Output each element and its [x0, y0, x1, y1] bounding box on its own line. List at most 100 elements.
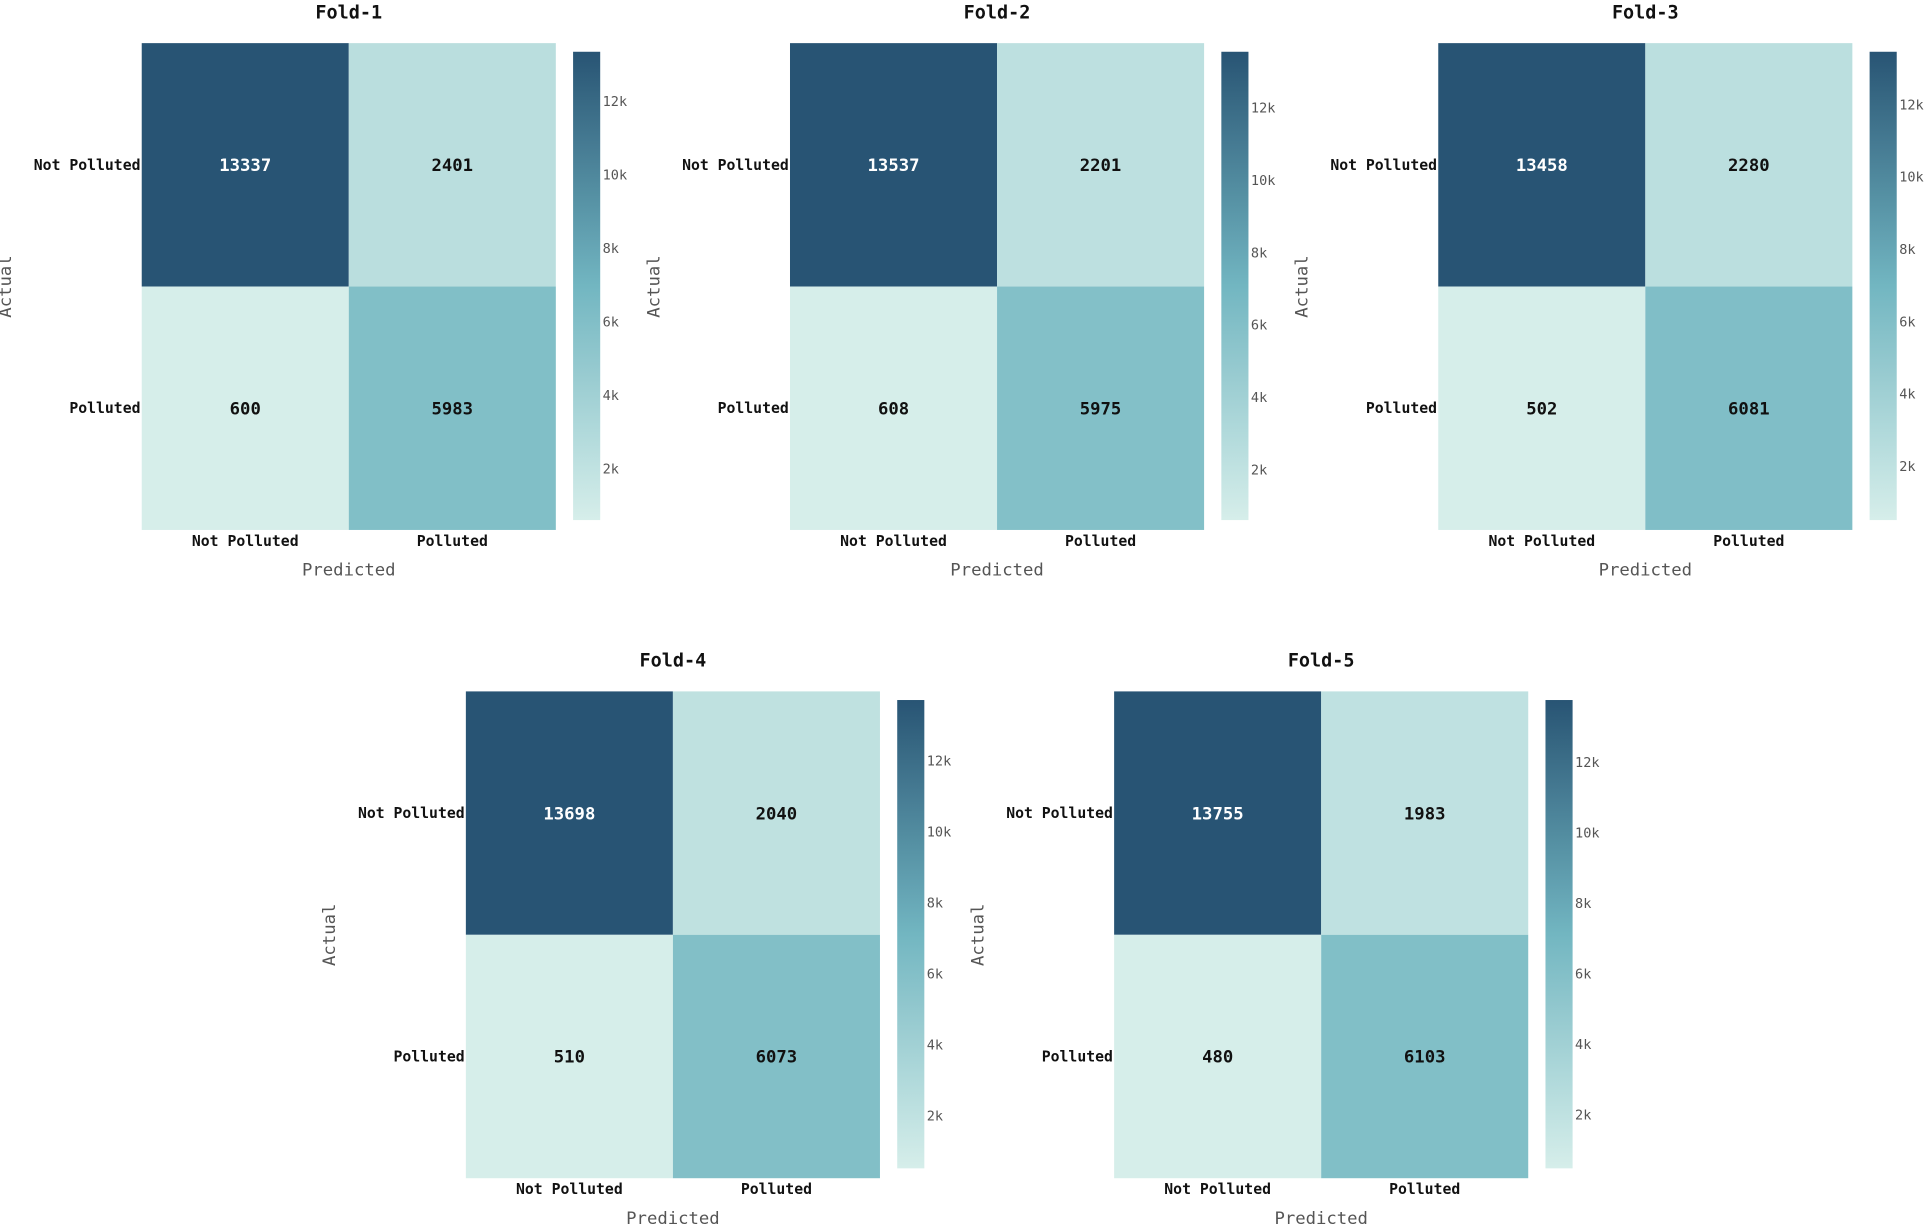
colorbar-tick-label: 10k [603, 167, 627, 183]
x-axis-label: Predicted [1274, 1209, 1367, 1226]
cell-value-label: 6081 [1728, 399, 1770, 419]
heatmap-cell [997, 286, 1205, 530]
heatmap-cell [141, 43, 349, 287]
y-tick-label: Not Polluted [34, 157, 141, 174]
heatmap-cell [672, 691, 880, 935]
colorbar-tick-label: 4k [1899, 387, 1915, 403]
y-tick-label: Polluted [1042, 1048, 1113, 1065]
cell-value-label: 1983 [1404, 804, 1446, 824]
panel-fold-4: Fold-4 13698 2040 510 6073 Not Polluted Pollut… [320, 651, 951, 1226]
y-axis-label: Actual [320, 904, 340, 966]
colorbar-tick-label: 6k [1251, 318, 1267, 334]
cell-value-label: 13537 [868, 156, 920, 176]
heatmap-cell [348, 286, 556, 530]
panel-fold-2: Fold-2 13537 2201 608 5975 Not Polluted Pollut… [644, 2, 1275, 580]
x-tick-label: Polluted [1389, 1181, 1460, 1198]
colorbar-tick-label: 4k [603, 388, 619, 404]
cell-value-label: 2280 [1728, 156, 1770, 176]
colorbar-tick-label: 10k [1899, 170, 1923, 186]
cell-value-label: 13755 [1192, 804, 1244, 824]
heatmap-cell [1645, 286, 1853, 530]
colorbar [1869, 51, 1897, 521]
cell-value-label: 13458 [1516, 156, 1568, 176]
cell-value-label: 480 [1202, 1048, 1233, 1068]
y-tick-label: Polluted [69, 400, 140, 417]
y-tick-label: Not Polluted [1330, 157, 1437, 174]
heatmap-cell [1321, 691, 1529, 935]
colorbar-tick-label: 8k [1899, 242, 1915, 258]
colorbar-tick-label: 2k [1251, 463, 1267, 479]
y-axis-label: Actual [644, 255, 664, 317]
heatmap-cell [1321, 934, 1529, 1179]
panel-fold-5: Fold-5 13755 1983 480 6103 Not Polluted Pollut… [968, 651, 1599, 1226]
panel-fold-3: Fold-3 13458 2280 502 6081 Not Polluted Pollut… [1293, 2, 1924, 580]
colorbar-tick-label: 8k [1251, 245, 1267, 261]
colorbar-tick-label: 10k [1251, 173, 1275, 189]
colorbar-tick-label: 4k [927, 1037, 943, 1053]
colorbar-tick-label: 6k [1575, 967, 1591, 983]
y-tick-label: Not Polluted [682, 157, 789, 174]
x-tick-label: Polluted [741, 1181, 812, 1198]
cell-value-label: 6073 [756, 1048, 798, 1068]
colorbar-tick-label: 8k [927, 895, 943, 911]
colorbar-tick-label: 2k [927, 1108, 943, 1124]
x-axis-label: Predicted [1599, 561, 1692, 581]
cell-value-label: 600 [230, 399, 261, 419]
cell-value-label: 13698 [543, 804, 595, 824]
y-tick-label: Polluted [1366, 400, 1437, 417]
x-tick-label: Not Polluted [192, 533, 299, 550]
x-axis-label: Predicted [302, 561, 395, 581]
x-axis-label: Predicted [950, 561, 1043, 581]
cell-value-label: 502 [1526, 399, 1557, 419]
heatmap-cell [789, 286, 998, 530]
heatmap-cell [465, 691, 673, 935]
chart-title: Fold-2 [964, 2, 1031, 23]
y-tick-label: Polluted [718, 400, 789, 417]
x-tick-label: Polluted [417, 533, 488, 550]
x-tick-label: Not Polluted [516, 1181, 623, 1198]
chart-title: Fold-1 [315, 2, 382, 23]
colorbar [1221, 51, 1249, 521]
colorbar-tick-label: 6k [1899, 314, 1915, 330]
y-axis-label: Actual [1293, 255, 1313, 317]
cell-value-label: 5983 [432, 399, 474, 419]
y-axis-label: Actual [0, 255, 16, 317]
x-axis-label: Predicted [626, 1209, 719, 1226]
colorbar-tick-label: 2k [1575, 1108, 1591, 1124]
heatmap-cell [1438, 43, 1646, 287]
colorbar-tick-label: 6k [927, 966, 943, 982]
chart-title: Fold-5 [1288, 651, 1355, 672]
y-tick-label: Not Polluted [358, 805, 465, 822]
cell-value-label: 2401 [432, 156, 474, 176]
cell-value-label: 13337 [219, 156, 271, 176]
colorbar [573, 51, 601, 521]
cell-value-label: 2201 [1080, 156, 1122, 176]
colorbar-tick-label: 12k [927, 753, 951, 769]
colorbar-tick-label: 12k [1251, 100, 1275, 116]
colorbar-tick-label: 10k [1575, 825, 1599, 841]
y-tick-label: Not Polluted [1006, 805, 1113, 822]
cell-value-label: 2040 [756, 804, 798, 824]
x-tick-label: Not Polluted [1488, 533, 1595, 550]
heatmap-cell [1114, 934, 1322, 1179]
x-tick-label: Polluted [1713, 533, 1784, 550]
colorbar-tick-label: 2k [603, 462, 619, 478]
heatmap-cell [348, 43, 556, 287]
cell-value-label: 608 [878, 399, 909, 419]
cell-value-label: 510 [554, 1048, 585, 1068]
heatmap-cell [1114, 691, 1322, 935]
colorbar-tick-label: 12k [1575, 755, 1599, 771]
heatmap-cell [672, 934, 880, 1179]
heatmap-cell [1645, 43, 1853, 287]
colorbar [1545, 700, 1573, 1169]
colorbar-tick-label: 12k [1899, 97, 1923, 113]
colorbar-tick-label: 6k [603, 314, 619, 330]
cell-value-label: 5975 [1080, 399, 1122, 419]
heatmap-cell [997, 43, 1205, 287]
colorbar-tick-label: 12k [603, 94, 627, 110]
colorbar [897, 700, 925, 1169]
colorbar-tick-label: 10k [927, 824, 951, 840]
chart-title: Fold-3 [1612, 2, 1679, 23]
x-tick-label: Polluted [1065, 533, 1136, 550]
